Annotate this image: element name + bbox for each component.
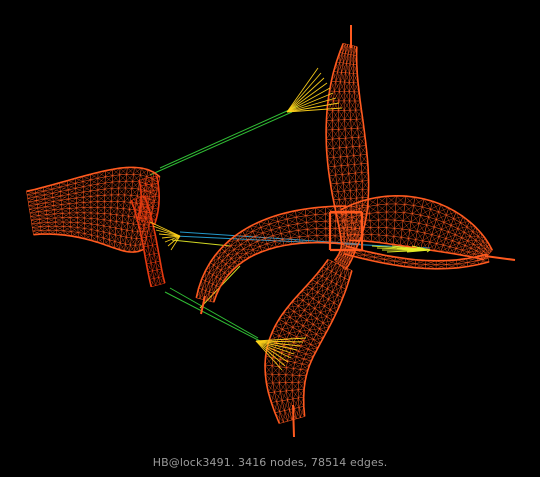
center-box xyxy=(328,210,364,252)
hub-fan-left xyxy=(149,221,181,251)
left-funnel xyxy=(26,166,161,253)
left-funnel-neck xyxy=(136,175,160,226)
hub-fan-top xyxy=(286,67,343,113)
vertical-arm-lower xyxy=(264,259,353,424)
cross-arm-lower-rim xyxy=(343,245,490,270)
cross-arm-right xyxy=(340,195,494,261)
hub-fans xyxy=(149,67,431,371)
hub-fan-right xyxy=(371,245,431,253)
connector-edges xyxy=(149,105,431,343)
vertical-arm xyxy=(325,43,370,271)
long-edges xyxy=(149,105,431,343)
mesh-bands xyxy=(26,25,516,438)
graph-caption: HB@lock3491. 3416 nodes, 78514 edges. xyxy=(152,456,388,469)
cross-arm-left xyxy=(195,205,347,303)
spike-tips xyxy=(200,25,516,438)
hub-fan-bottom xyxy=(255,337,307,371)
